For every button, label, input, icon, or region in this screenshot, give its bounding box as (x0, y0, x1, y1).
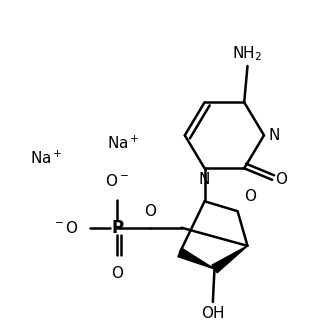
Text: O: O (244, 189, 256, 204)
Text: OH: OH (201, 306, 225, 321)
Text: $^-$O: $^-$O (52, 220, 79, 236)
Text: O: O (276, 172, 287, 187)
Text: Na$^+$: Na$^+$ (107, 135, 140, 152)
Text: NH$_2$: NH$_2$ (232, 44, 263, 63)
Text: O: O (111, 266, 123, 281)
Text: N: N (199, 172, 210, 187)
Text: N: N (269, 128, 280, 143)
Polygon shape (178, 248, 214, 269)
Text: O$^-$: O$^-$ (105, 173, 129, 189)
Text: O: O (144, 205, 156, 219)
Text: P: P (111, 219, 123, 237)
Text: Na$^+$: Na$^+$ (30, 150, 62, 167)
Polygon shape (212, 246, 248, 273)
